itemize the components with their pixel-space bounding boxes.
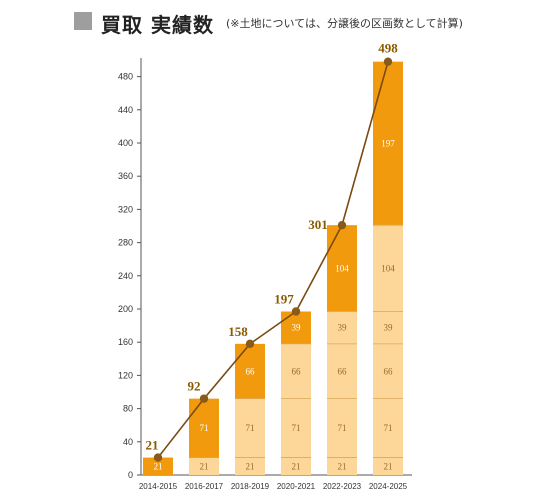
bar-segment-past <box>281 398 311 458</box>
total-marker <box>245 339 255 349</box>
segment-value-label: 21 <box>154 461 163 471</box>
x-tick-label: 2020-2021 <box>277 482 316 491</box>
total-value-label: 301 <box>308 217 328 232</box>
y-tick-label: 80 <box>123 404 133 414</box>
bar-segment-past <box>373 343 403 399</box>
segment-value-label: 21 <box>384 461 393 471</box>
segment-value-label: 71 <box>384 423 393 433</box>
bar-segment-past <box>327 311 357 344</box>
total-value-label: 92 <box>188 379 201 394</box>
y-tick-label: 440 <box>118 105 133 115</box>
bar-segment-past <box>235 398 265 458</box>
total-marker <box>337 220 347 230</box>
page-title: 買取 実績数 <box>101 13 214 37</box>
segment-value-label: 21 <box>200 461 209 471</box>
y-tick-label: 240 <box>118 271 133 281</box>
title-note: (※土地については、分譲後の区画数として計算) <box>226 17 463 30</box>
title-marker <box>74 12 92 30</box>
x-tick-label: 2022-2023 <box>323 482 362 491</box>
bar-segment-past <box>281 457 311 475</box>
segment-value-label: 71 <box>200 423 209 433</box>
y-tick-label: 320 <box>118 204 133 214</box>
y-tick-label: 120 <box>118 370 133 380</box>
segment-value-label: 71 <box>338 423 347 433</box>
bar-segment-past <box>189 457 219 475</box>
bar-segment-new <box>235 343 265 399</box>
segment-value-label: 66 <box>292 366 302 376</box>
bar-segment-past <box>281 343 311 399</box>
segment-value-label: 39 <box>384 323 394 333</box>
x-tick-label: 2014-2015 <box>139 482 178 491</box>
y-tick-label: 200 <box>118 304 133 314</box>
bar-segment-past <box>327 398 357 458</box>
x-tick-label: 2024-2025 <box>369 482 408 491</box>
segment-value-label: 197 <box>381 138 395 148</box>
bar-segment-past <box>373 225 403 312</box>
total-marker <box>153 453 163 462</box>
y-tick-label: 0 <box>128 470 133 480</box>
segment-value-label: 104 <box>335 263 349 273</box>
segment-value-label: 21 <box>246 461 255 471</box>
y-tick-label: 160 <box>118 337 133 347</box>
bar-segment-new <box>281 311 311 344</box>
segment-value-label: 66 <box>384 366 394 376</box>
total-value-label: 197 <box>274 291 294 306</box>
segment-value-label: 104 <box>381 263 395 273</box>
y-tick-label: 360 <box>118 171 133 181</box>
total-marker <box>383 57 393 66</box>
bar-segment-past <box>327 457 357 475</box>
bar-segment-new <box>327 225 357 312</box>
segment-value-label: 66 <box>338 366 348 376</box>
segment-value-label: 71 <box>246 423 255 433</box>
total-marker <box>291 307 301 316</box>
total-marker <box>199 394 209 403</box>
bar-segment-new <box>373 61 403 226</box>
y-tick-label: 40 <box>123 437 133 447</box>
total-value-label: 498 <box>378 41 398 56</box>
bar-segment-past <box>373 398 403 458</box>
y-tick-label: 480 <box>118 72 133 82</box>
total-value-label: 21 <box>146 438 159 453</box>
x-tick-label: 2016-2017 <box>185 482 224 491</box>
total-line <box>157 61 389 459</box>
total-value-label: 158 <box>228 324 248 339</box>
segment-value-label: 21 <box>338 461 347 471</box>
segment-value-label: 66 <box>246 366 256 376</box>
y-tick-label: 400 <box>118 138 133 148</box>
segment-value-label: 39 <box>338 323 348 333</box>
segment-value-label: 71 <box>292 423 301 433</box>
segment-value-label: 39 <box>292 323 302 333</box>
y-tick-label: 280 <box>118 238 133 248</box>
bar-segment-past <box>327 343 357 399</box>
bar-segment-new <box>143 457 173 475</box>
bar-segment-past <box>373 457 403 475</box>
bar-segment-past <box>373 311 403 344</box>
segment-value-label: 21 <box>292 461 301 471</box>
x-tick-label: 2018-2019 <box>231 482 270 491</box>
bar-segment-past <box>235 457 265 475</box>
bar-segment-new <box>189 398 219 458</box>
